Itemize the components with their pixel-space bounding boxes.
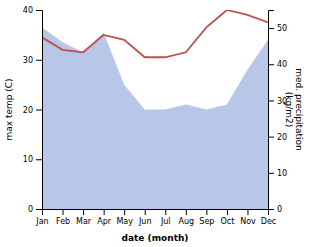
tick-label: 40	[277, 60, 287, 69]
tick-label: 30	[23, 56, 33, 65]
marks	[42, 10, 268, 209]
tick: Apr	[97, 209, 112, 226]
area	[42, 27, 268, 209]
tick-label: Apr	[97, 217, 112, 226]
tick: Aug	[179, 209, 195, 226]
tick-label: Aug	[179, 217, 195, 226]
tick-label: Dec	[261, 217, 276, 226]
tick-mark	[227, 209, 228, 215]
tick-label: Jul	[160, 217, 171, 226]
tick: 10	[268, 169, 287, 178]
tick: Jul	[160, 209, 171, 226]
chart: JanFebMarAprMayJunJulAugSepOctNovDec0102…	[0, 0, 318, 247]
y2-axis-title-line: (kg/m2)	[284, 92, 294, 127]
tick-label: May	[116, 217, 133, 226]
tick-mark	[36, 110, 42, 111]
tick-mark	[36, 60, 42, 61]
tick-label: Sep	[199, 217, 214, 226]
tick: Dec	[261, 209, 276, 226]
axis-line	[43, 210, 269, 216]
tick: Jan	[35, 209, 48, 226]
tick-mark	[63, 209, 64, 215]
tick-mark	[124, 209, 125, 215]
tick-label: 50	[277, 24, 287, 33]
tick-mark	[268, 209, 274, 210]
tick: 40	[23, 6, 42, 15]
tick-label: 10	[277, 169, 287, 178]
tick: Mar	[76, 209, 92, 226]
tick-mark	[145, 209, 146, 215]
tick-mark	[268, 100, 274, 101]
tick: 10	[23, 155, 42, 164]
x-axis-title: date (month)	[122, 233, 189, 243]
tick-mark	[247, 209, 248, 215]
tick-mark	[36, 159, 42, 160]
tick-label: Feb	[56, 217, 70, 226]
tick-label: 10	[23, 155, 33, 164]
tick-label: 0	[28, 205, 33, 214]
tick-label: 20	[277, 133, 287, 142]
tick-mark	[83, 209, 84, 215]
plot: JanFebMarAprMayJunJulAugSepOctNovDec0102…	[4, 6, 304, 243]
tick: 40	[268, 60, 287, 69]
tick: 20	[268, 133, 287, 142]
tick-label: Mar	[76, 217, 92, 226]
tick: May	[116, 209, 133, 226]
tick-label: Oct	[220, 217, 234, 226]
tick-mark	[104, 209, 105, 215]
tick-label: 40	[23, 6, 33, 15]
line	[42, 10, 268, 57]
tick: 0	[268, 205, 282, 214]
tick-mark	[36, 10, 42, 11]
x-axis: Jan Feb Mar Apr May Jun Jul Aug Sep Oct Nov Dec	[35, 209, 276, 226]
tick: 50	[268, 24, 287, 33]
tick-label: 20	[23, 106, 33, 115]
tick: Oct	[220, 209, 234, 226]
tick-mark	[186, 209, 187, 215]
axis-line	[36, 11, 43, 210]
tick-mark	[165, 209, 166, 215]
axis-line	[269, 11, 275, 210]
y-axis: 0 10 20 30 40	[23, 6, 43, 214]
tick-label: Nov	[240, 217, 256, 226]
tick: 0	[28, 205, 42, 214]
tick: 30	[23, 56, 42, 65]
tick-label: Jan	[35, 217, 48, 226]
tick-mark	[268, 64, 274, 65]
tick-mark	[268, 137, 274, 138]
tick: Jun	[138, 209, 152, 226]
tick-mark	[268, 28, 274, 29]
y2-axis-title-line: med. precipitation	[294, 68, 304, 150]
tick: Feb	[56, 209, 70, 226]
tick: Sep	[199, 209, 214, 226]
tick-mark	[268, 173, 274, 174]
y-axis-title: max temp (C)	[4, 78, 14, 140]
tick: 20	[23, 106, 42, 115]
tick-mark	[36, 209, 42, 210]
tick-label: Jun	[138, 217, 152, 226]
tick-mark	[206, 209, 207, 215]
tick-label: 0	[277, 205, 282, 214]
y2-axis-title: med. precipitation(kg/m2)	[284, 68, 304, 150]
tick: Nov	[240, 209, 256, 226]
